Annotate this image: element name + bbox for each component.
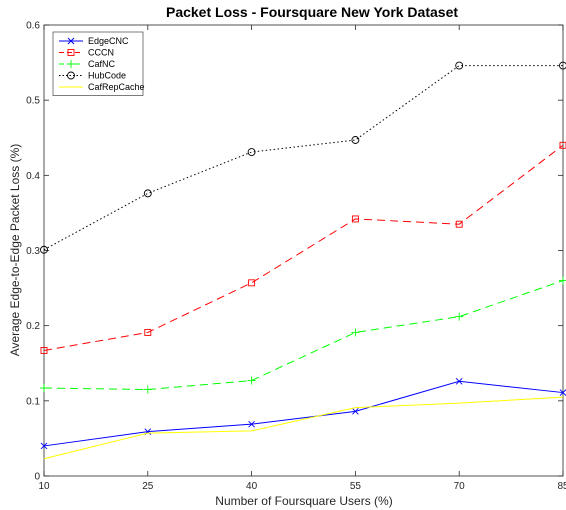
- y-tick-label: 0.2: [26, 321, 40, 332]
- data-point-hubcode: [143, 189, 152, 198]
- series-line-cafrepcache: [43, 396, 564, 460]
- data-point-edgecnc: [248, 420, 255, 428]
- y-tick-label: 0.4: [26, 171, 40, 182]
- data-point-cafnc: [455, 312, 464, 321]
- legend-label-cafnc: CafNC: [88, 59, 116, 69]
- legend-marker-cccn: [67, 49, 75, 56]
- data-point-cccn: [248, 279, 256, 287]
- data-point-cafnc: [247, 376, 256, 385]
- legend-label-hubcode: HubCode: [88, 71, 126, 81]
- data-point-edgecnc: [559, 389, 566, 396]
- series-line-edgecnc: [43, 380, 564, 447]
- data-point-cccn: [144, 328, 152, 336]
- data-point-cafnc: [143, 385, 152, 394]
- x-tick-label: 25: [142, 481, 154, 492]
- legend-label-edgecnc: EdgeCNC: [88, 36, 129, 46]
- data-point-cccn: [559, 141, 566, 149]
- x-axis: 10 25 40 55 70 85: [38, 25, 566, 492]
- y-axis: 0 0.1 0.2 0.3 0.4 0.5 0.6: [26, 21, 563, 483]
- legend-marker-edgecnc: [67, 37, 75, 45]
- data-point-hubcode: [559, 61, 566, 70]
- y-axis-label: Average Edge-to-Edge Packet Loss (%): [8, 144, 22, 357]
- x-tick-label: 55: [350, 481, 362, 492]
- x-tick-label: 40: [246, 481, 258, 492]
- data-point-hubcode: [351, 136, 360, 144]
- data-point-cafnc: [40, 384, 48, 393]
- data-point-hubcode: [455, 61, 464, 70]
- x-tick-label: 85: [557, 481, 566, 492]
- legend-label-cafrepcache: CafRepCache: [88, 82, 145, 92]
- data-point-edgecnc: [40, 442, 48, 450]
- data-point-hubcode: [40, 245, 48, 254]
- plot-area: [43, 24, 564, 477]
- legend-label-cccn: CCCN: [88, 48, 114, 58]
- data-point-hubcode: [247, 148, 256, 156]
- series-line-cafnc: [43, 280, 564, 391]
- y-tick-label: 0.6: [26, 21, 40, 32]
- data-point-cccn: [351, 215, 359, 223]
- data-point-edgecnc: [352, 408, 359, 415]
- data-point-cafnc: [351, 328, 360, 337]
- data-point-edgecnc: [455, 377, 463, 385]
- legend-marker-hubcode: [67, 71, 75, 80]
- y-tick-label: 0.1: [26, 396, 40, 407]
- chart-title: Packet Loss - Foursquare New York Datase…: [166, 4, 458, 20]
- x-axis-label: Number of Foursquare Users (%): [215, 494, 392, 508]
- data-point-cccn: [40, 347, 48, 354]
- y-tick-label: 0.3: [26, 246, 40, 257]
- x-tick-label: 10: [38, 481, 50, 492]
- series-layer: [40, 61, 566, 460]
- y-tick-label: 0.5: [26, 96, 40, 107]
- data-point-cccn: [455, 220, 463, 228]
- y-tick-label: 0: [34, 472, 40, 483]
- x-tick-label: 70: [454, 481, 466, 492]
- legend-marker-cafnc: [67, 60, 75, 68]
